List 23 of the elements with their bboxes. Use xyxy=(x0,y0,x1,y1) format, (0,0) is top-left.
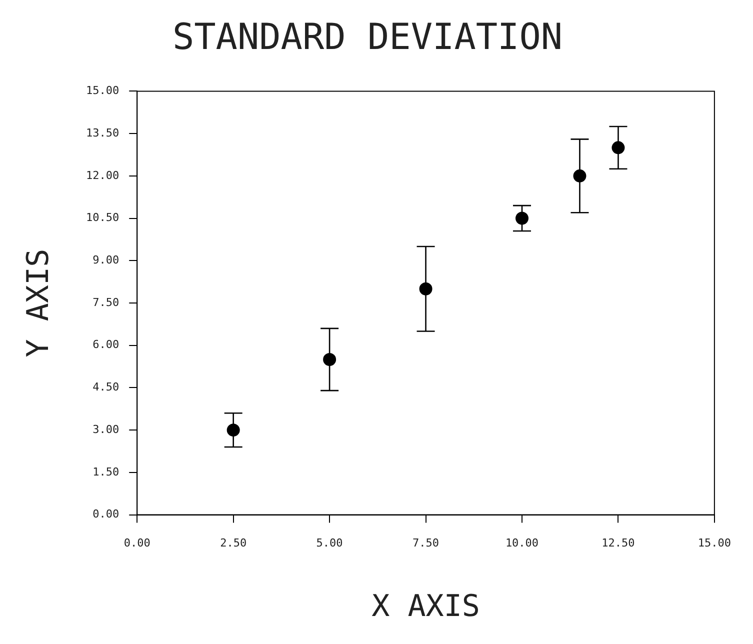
y-tick-label: 10.50 xyxy=(86,211,120,224)
y-axis-title: Y AXIS xyxy=(20,248,56,358)
y-tick-label: 13.50 xyxy=(86,126,120,140)
y-tick-label: 0.00 xyxy=(92,508,120,521)
x-tick-label: 5.00 xyxy=(316,536,343,550)
chart-title: STANDARD DEVIATION xyxy=(172,16,563,58)
y-tick-label: 12.00 xyxy=(86,168,120,182)
point xyxy=(323,352,336,366)
x-tick-label: 7.50 xyxy=(412,536,440,550)
y-tick-label: 1.50 xyxy=(92,465,120,478)
y-tick-label: 4.50 xyxy=(92,380,120,394)
y-tick-label: 6.00 xyxy=(92,338,120,352)
y-tick-label: 15.00 xyxy=(86,84,120,98)
x-tick-label: 10.00 xyxy=(505,536,539,550)
y-tick-label: 3.00 xyxy=(92,422,120,436)
x-tick-label: 15.00 xyxy=(698,536,732,550)
y-tick-label: 9.00 xyxy=(92,254,120,266)
x-tick-label: 12.50 xyxy=(602,536,635,550)
point xyxy=(516,212,528,225)
y-tick-label: 7.50 xyxy=(92,296,120,309)
x-tick-label: 2.50 xyxy=(220,536,247,550)
x-tick-label: 0.00 xyxy=(124,536,150,550)
x-axis-title: X AXIS xyxy=(372,588,480,624)
